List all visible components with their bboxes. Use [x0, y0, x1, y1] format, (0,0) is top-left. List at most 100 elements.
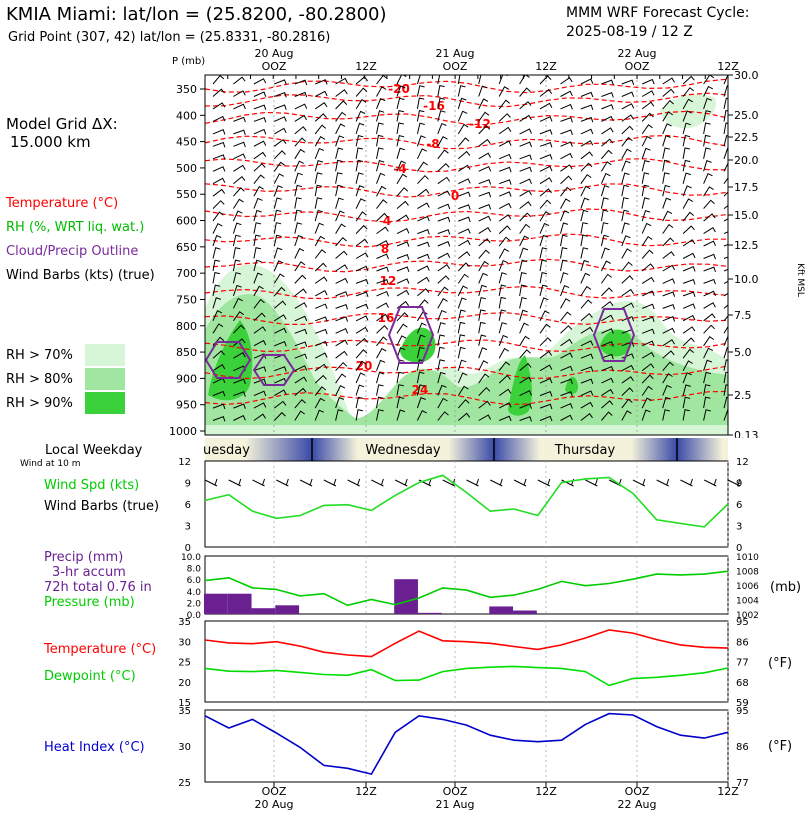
wind-barb: [641, 409, 651, 421]
wind-barb: [233, 187, 245, 197]
wind-barb: [478, 386, 491, 396]
wind-barb: [212, 200, 225, 209]
wind-barb: [580, 197, 590, 209]
surface-wind-barb: [537, 478, 551, 487]
wind-barb: [560, 403, 573, 409]
wind-barb: [294, 222, 303, 234]
wind-barb: [233, 76, 246, 85]
wind-barb: [273, 400, 287, 409]
wind-barb: [458, 164, 471, 172]
wind-barb: [723, 177, 728, 184]
wind-barb: [703, 110, 712, 122]
wind-barb: [641, 222, 652, 234]
wind-barb: [355, 211, 367, 222]
wind-barb: [662, 251, 675, 259]
height-tick-label: 30.0: [734, 69, 759, 82]
wind-barb: [458, 191, 471, 197]
wind-barb: [253, 402, 267, 409]
wind-barb: [314, 184, 323, 197]
wind-barb: [662, 350, 675, 359]
top-date-label: 22 Aug: [618, 47, 657, 60]
wind-barb: [273, 260, 284, 272]
wind-barb: [396, 241, 410, 247]
wind-barb: [335, 159, 343, 172]
wind-barb: [335, 316, 349, 322]
wind-barb: [539, 271, 548, 284]
wind-barb: [601, 287, 613, 297]
wind-barb: [355, 337, 368, 347]
wind-barb: [621, 103, 635, 110]
wind-barb: [642, 316, 655, 322]
wind-barb: [437, 334, 446, 346]
wind-barb: [498, 361, 511, 372]
wind-barb: [314, 113, 327, 122]
height-tick-label: 7.5: [734, 309, 752, 322]
wind-barb: [416, 371, 425, 384]
wind-barb: [519, 247, 529, 259]
wind-barb: [437, 190, 451, 197]
wind-barb: [294, 328, 308, 335]
wind-barb: [355, 303, 369, 310]
temperature-left-tick: 30: [178, 637, 191, 648]
wind-barb: [274, 314, 287, 322]
wind-barb: [621, 376, 634, 384]
wind-barb: [396, 254, 410, 260]
wind-barb: [498, 334, 508, 346]
wind-barb: [723, 359, 728, 371]
wind-barb: [457, 251, 471, 259]
wind-barb: [437, 85, 445, 97]
wind-barb: [641, 124, 653, 135]
wind-barb: [376, 253, 389, 260]
wind-barb: [478, 152, 492, 160]
wind-barb: [621, 114, 635, 122]
wind-barb: [478, 309, 486, 321]
wind-barb: [519, 362, 532, 372]
surface-wind-barb: [276, 478, 289, 487]
pressure-label: Pressure (mb): [44, 595, 135, 610]
wind-barb: [703, 335, 715, 347]
wind-barb: [457, 150, 471, 160]
wind-barb: [416, 161, 428, 172]
wind-barb: [376, 147, 384, 159]
surface-wind-barb: [632, 478, 646, 487]
wind-barb: [212, 154, 226, 160]
wind-barb: [314, 90, 328, 97]
wind-barb: [703, 396, 711, 409]
wind-barb: [355, 98, 367, 110]
wind-barb: [335, 197, 344, 209]
wind-barb: [233, 403, 246, 409]
wind-barb: [233, 164, 246, 172]
wind-barb: [212, 310, 223, 321]
wind-barb: [212, 259, 220, 272]
wind-barb: [498, 202, 512, 210]
heat-index-left-tick: 35: [178, 706, 191, 717]
wind-barb: [560, 272, 569, 284]
isotherm-label: 4: [383, 214, 391, 228]
wind-barb: [580, 326, 594, 334]
wind-barb: [273, 185, 283, 197]
wind-barb: [233, 90, 246, 97]
precip-tick-label: 6.0: [187, 576, 202, 586]
wind-barb: [314, 101, 328, 110]
wind-barb: [519, 154, 532, 160]
wind-barb: [273, 161, 285, 172]
wind-barb: [294, 197, 302, 209]
wind-barb: [621, 364, 635, 372]
wind-barb: [355, 159, 364, 172]
wind-barb: [335, 89, 348, 97]
wind-barb: [703, 160, 712, 172]
wind-barb: [723, 268, 728, 272]
wind-barb: [273, 234, 282, 247]
wind-barb: [641, 249, 654, 259]
wind-barb: [539, 415, 553, 422]
wind-barb: [273, 197, 282, 209]
wind-barb: [560, 365, 573, 372]
bottom-hour-label: OOZ: [443, 785, 468, 798]
wind-barb: [212, 323, 224, 334]
wind-barb: [355, 122, 365, 135]
wind-barb: [519, 403, 532, 409]
wind-barb: [437, 286, 449, 297]
precip-tick-label: 0.0: [187, 611, 202, 621]
pressure-tick-label: 850: [176, 346, 197, 359]
wind-barb: [233, 116, 246, 123]
